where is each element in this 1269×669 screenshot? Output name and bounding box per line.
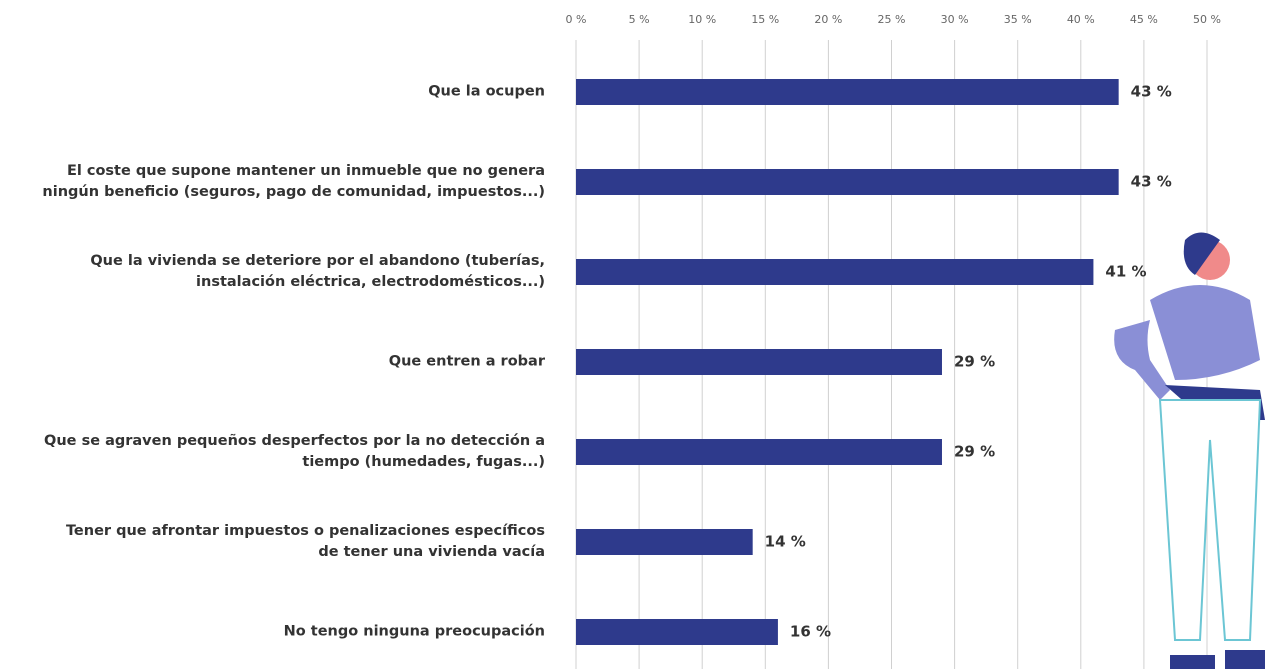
value-label: 16 % xyxy=(790,623,831,641)
x-tick-label: 30 % xyxy=(941,13,969,26)
shoes xyxy=(1170,650,1265,669)
category-label: Que entren a robar xyxy=(388,353,545,370)
category-label: Que se agraven pequeños desperfectos por… xyxy=(44,433,545,470)
x-tick-label: 45 % xyxy=(1130,13,1158,26)
x-tick-label: 40 % xyxy=(1067,13,1095,26)
x-tick-label: 20 % xyxy=(814,13,842,26)
hair xyxy=(1183,232,1220,275)
value-label: 41 % xyxy=(1105,263,1146,281)
value-label: 29 % xyxy=(954,353,995,371)
bar xyxy=(576,619,778,645)
bar xyxy=(576,79,1119,105)
bar xyxy=(576,529,753,555)
category-label: Que la vivienda se deteriore por el aban… xyxy=(90,253,545,290)
category-label: No tengo ninguna preocupación xyxy=(283,623,545,640)
x-tick-label: 50 % xyxy=(1193,13,1221,26)
x-tick-label: 10 % xyxy=(688,13,716,26)
legs xyxy=(1158,399,1262,641)
x-tick-label: 35 % xyxy=(1004,13,1032,26)
illustration xyxy=(1114,232,1265,669)
bar xyxy=(576,439,942,465)
x-tick-label: 5 % xyxy=(629,13,650,26)
value-label: 29 % xyxy=(954,443,995,461)
x-tick-label: 0 % xyxy=(566,13,587,26)
category-label: El coste que supone mantener un inmueble… xyxy=(42,163,545,200)
value-label: 43 % xyxy=(1131,173,1172,191)
x-tick-label: 15 % xyxy=(751,13,779,26)
bar xyxy=(576,349,942,375)
value-label: 14 % xyxy=(765,533,806,551)
category-label: Tener que afrontar impuestos o penalizac… xyxy=(65,523,545,560)
value-label: 43 % xyxy=(1131,83,1172,101)
category-label: Que la ocupen xyxy=(428,83,545,100)
sweater xyxy=(1150,285,1260,380)
x-tick-label: 25 % xyxy=(878,13,906,26)
arm xyxy=(1114,320,1170,400)
bar xyxy=(576,259,1094,285)
bar xyxy=(576,169,1119,195)
